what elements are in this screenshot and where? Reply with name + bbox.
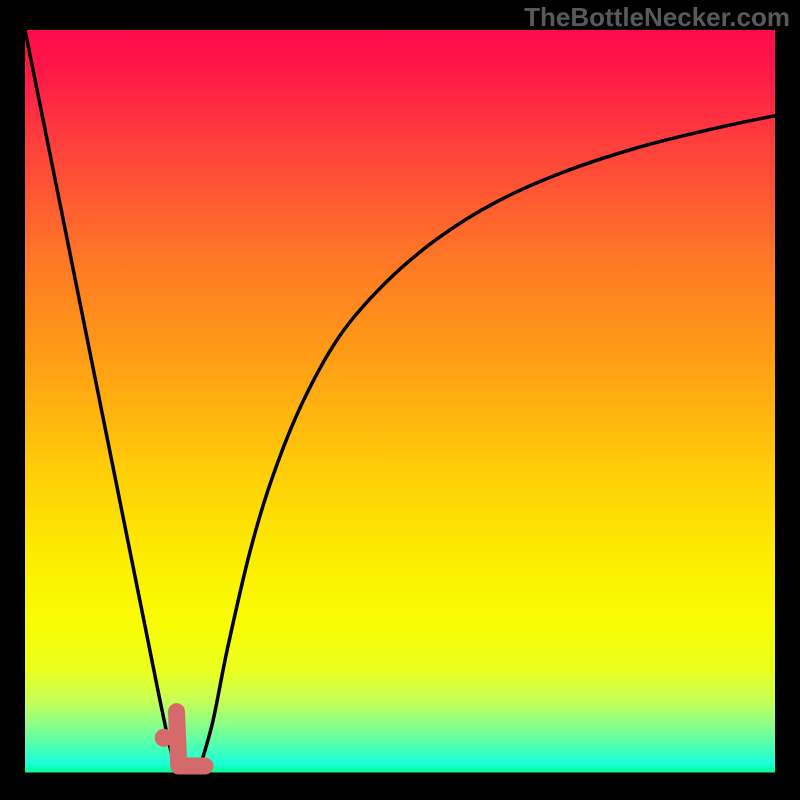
plot-svg [25,30,775,775]
marker-dot [155,729,173,747]
bottleneck-chart: TheBottleNecker.com [0,0,800,800]
watermark-text: TheBottleNecker.com [524,2,790,33]
plot-area [25,30,775,775]
